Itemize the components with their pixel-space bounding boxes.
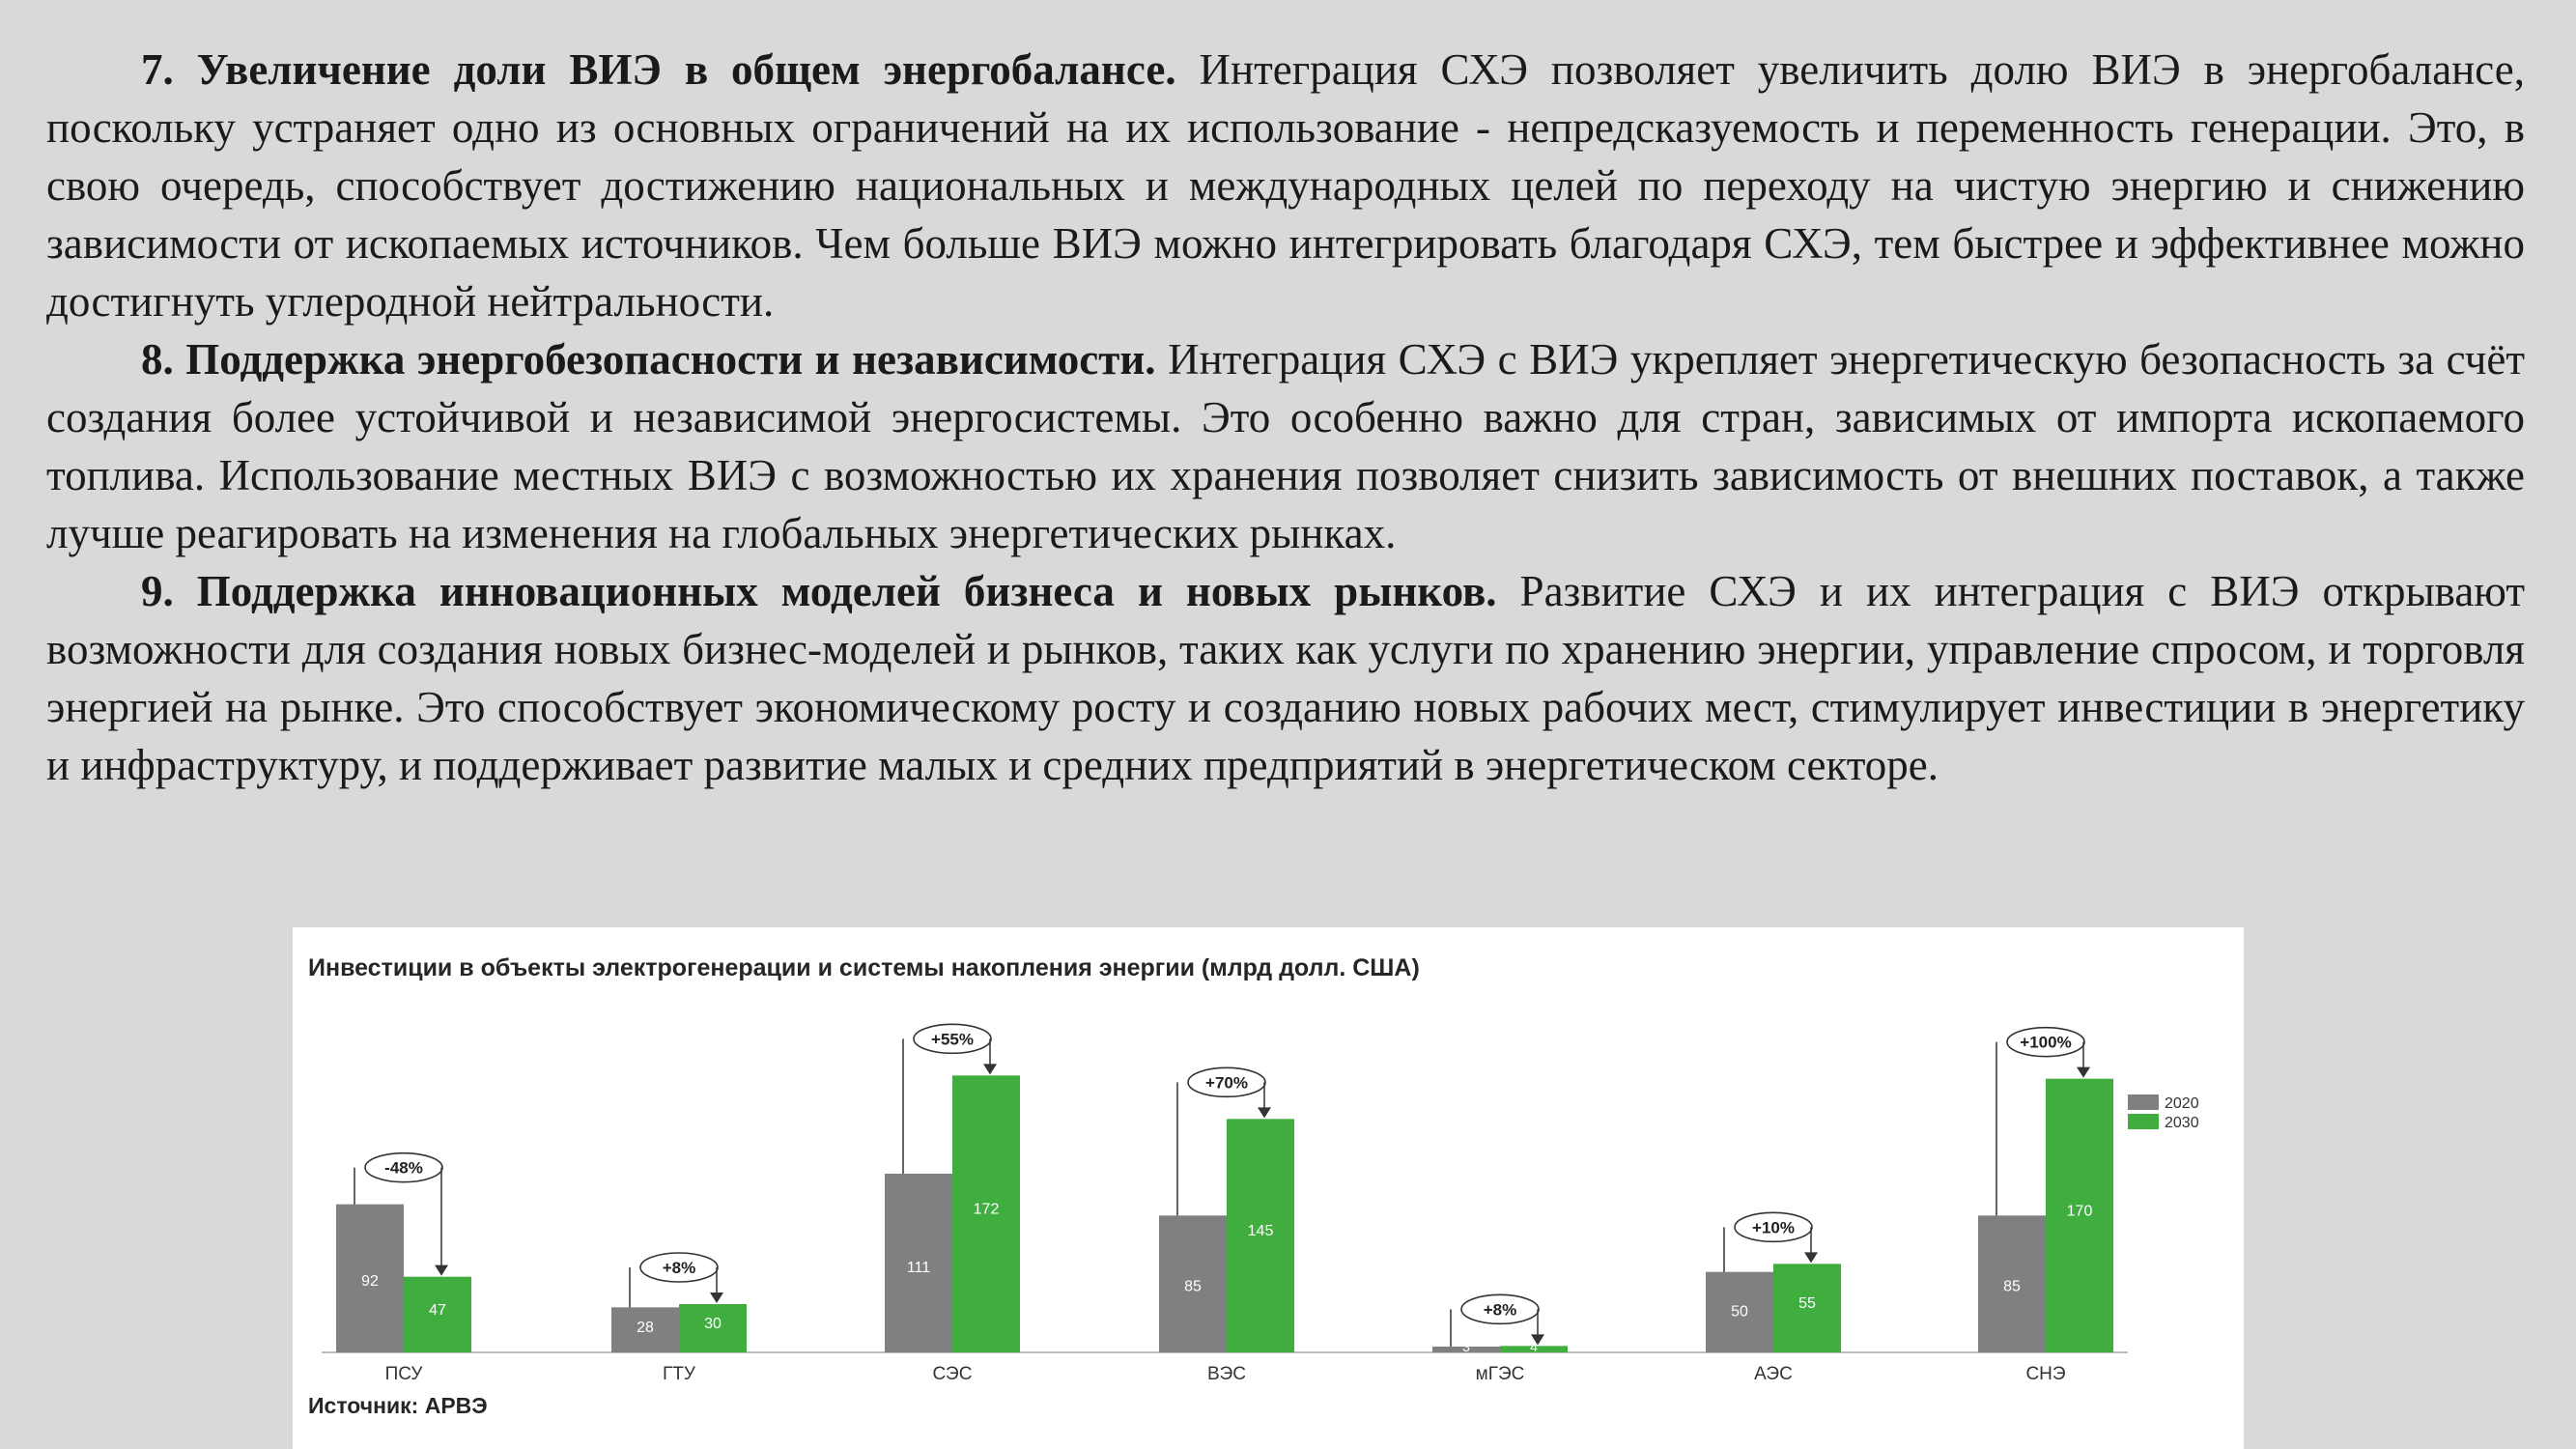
change-label: +8% bbox=[1484, 1300, 1517, 1319]
change-arrowhead bbox=[983, 1064, 997, 1075]
change-bubble bbox=[913, 1023, 992, 1055]
change-label: +70% bbox=[1205, 1073, 1248, 1092]
change-arrowhead bbox=[1804, 1252, 1818, 1264]
data-label-2030: 55 bbox=[1798, 1295, 1816, 1312]
change-bubble bbox=[639, 1252, 719, 1283]
change-bubble bbox=[1187, 1066, 1266, 1098]
category-label: ГТУ bbox=[663, 1364, 696, 1384]
bar-2030 bbox=[952, 1075, 1020, 1352]
legend-swatch bbox=[2128, 1094, 2159, 1110]
change-arrowhead bbox=[1531, 1334, 1544, 1346]
chart-source: Источник: АРВЭ bbox=[308, 1393, 488, 1418]
data-label-2020: 50 bbox=[1731, 1304, 1748, 1321]
paragraph-heading: 7. Увеличение доли ВИЭ в общем энергобал… bbox=[141, 45, 1176, 94]
data-label-2030: 170 bbox=[2067, 1203, 2093, 1219]
category-label: мГЭС bbox=[1476, 1364, 1525, 1384]
data-label-2020: 28 bbox=[637, 1320, 654, 1336]
change-label: +10% bbox=[1752, 1218, 1795, 1236]
data-label-2020: 111 bbox=[907, 1260, 930, 1276]
paragraph-8: 8. Поддержка энергобезопасности и незави… bbox=[46, 330, 2525, 562]
bar-2030 bbox=[404, 1276, 471, 1352]
bar-2030 bbox=[679, 1304, 747, 1352]
data-label-2030: 172 bbox=[974, 1202, 1000, 1218]
chart-canvas: Инвестиции в объекты электрогенерации и … bbox=[308, 954, 2199, 1418]
change-arrowhead bbox=[1258, 1107, 1271, 1119]
bar-2020 bbox=[1432, 1347, 1500, 1352]
paragraph-9: 9. Поддержка инновационных моделей бизне… bbox=[46, 562, 2525, 794]
change-arrowhead bbox=[2077, 1066, 2090, 1078]
bar-2020 bbox=[1159, 1215, 1227, 1352]
category-label: ПСУ bbox=[385, 1364, 424, 1384]
change-label: -48% bbox=[384, 1159, 423, 1178]
bar-2030 bbox=[1773, 1264, 1841, 1352]
data-label-2030: 30 bbox=[704, 1316, 722, 1332]
paragraph-body: Развитие СХЭ и их интеграция с ВИЭ откры… bbox=[46, 567, 2525, 789]
change-label: +8% bbox=[663, 1259, 696, 1277]
paragraph-body: Интеграция СХЭ позволяет увеличить долю … bbox=[46, 45, 2526, 326]
bar-2020 bbox=[1978, 1215, 2046, 1352]
investment-chart: Инвестиции в объекты электрогенерации и … bbox=[293, 927, 2244, 1449]
change-bubble bbox=[1460, 1293, 1540, 1325]
data-label-2030: 47 bbox=[429, 1302, 446, 1319]
bar-2020 bbox=[885, 1174, 952, 1352]
change-arrowhead bbox=[710, 1293, 723, 1303]
bar-2030 bbox=[1227, 1119, 1294, 1352]
chart-title: Инвестиции в объекты электрогенерации и … bbox=[308, 954, 1420, 981]
change-bubble bbox=[1734, 1211, 1813, 1243]
change-bubble bbox=[364, 1151, 443, 1183]
bar-2030 bbox=[2046, 1078, 2113, 1352]
change-bubble bbox=[2006, 1026, 2085, 1058]
data-label-2020: 85 bbox=[1184, 1278, 1202, 1294]
paragraph-7: 7. Увеличение доли ВИЭ в общем энергобал… bbox=[46, 41, 2525, 330]
data-label-2020: 85 bbox=[2003, 1278, 2021, 1294]
legend-swatch bbox=[2128, 1114, 2159, 1129]
change-label: +100% bbox=[2020, 1034, 2071, 1052]
bar-2030 bbox=[1500, 1346, 1568, 1352]
chart-marks: 92 47 ПСУ -48% 28 30 ГТУ +8% 111 172 СЭС +55% 85 145 В… bbox=[322, 1023, 2199, 1384]
bar-2020 bbox=[611, 1307, 679, 1352]
paragraph-heading: 9. Поддержка инновационных моделей бизне… bbox=[141, 567, 1497, 615]
category-label: СНЭ bbox=[2025, 1364, 2065, 1384]
article-text: 7. Увеличение доли ВИЭ в общем энергобал… bbox=[46, 41, 2525, 794]
data-label-2020: 3 bbox=[1462, 1339, 1470, 1354]
paragraph-body: Интеграция СХЭ с ВИЭ укрепляет энергетич… bbox=[46, 335, 2526, 557]
data-label-2030: 145 bbox=[1248, 1223, 1274, 1239]
change-label: +55% bbox=[931, 1030, 974, 1048]
bar-2020 bbox=[1706, 1271, 1773, 1352]
category-label: ВЭС bbox=[1207, 1364, 1246, 1384]
paragraph-heading: 8. Поддержка энергобезопасности и незави… bbox=[141, 335, 1156, 384]
data-label-2020: 92 bbox=[361, 1273, 379, 1290]
change-arrowhead bbox=[435, 1264, 448, 1276]
category-label: СЭС bbox=[933, 1364, 973, 1384]
legend-label: 2020 bbox=[2165, 1095, 2199, 1112]
legend-label: 2030 bbox=[2165, 1115, 2199, 1131]
bar-2020 bbox=[336, 1204, 404, 1352]
category-label: АЭС bbox=[1754, 1364, 1793, 1384]
data-label-2030: 4 bbox=[1530, 1339, 1538, 1354]
